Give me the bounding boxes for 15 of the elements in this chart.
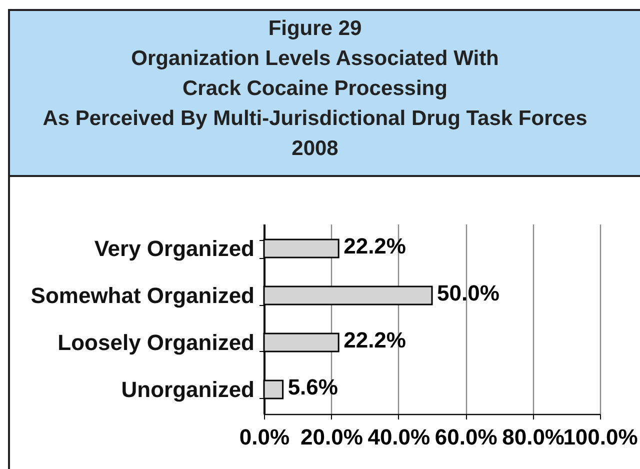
x-tick-label: 60.0% [434,424,498,450]
x-tick-label: 80.0% [502,424,564,450]
y-tick-label: Loosely Organized [58,330,254,355]
x-tick-label: 0.0% [239,424,290,450]
chart-title: Figure 29 Organization Levels Associated With Crack Cocaine Processing As Perceived By Multi-Jurisdictional Drug Task Forces 2008 [42,16,588,162]
x-tick-label: 40.0% [368,424,430,450]
data-label: 50.0% [437,280,500,306]
x-tick-label: 20.0% [300,424,363,450]
data-label: 5.6% [288,374,338,400]
y-tick-label: Somewhat Organized [30,283,254,308]
y-tick-label: Very Organized [94,236,254,262]
data-label: 22.2% [344,327,406,352]
y-tick-label: Unorganized [121,376,254,402]
x-tick-label: 100.0% [563,424,638,450]
data-label: 22.2% [344,234,406,259]
